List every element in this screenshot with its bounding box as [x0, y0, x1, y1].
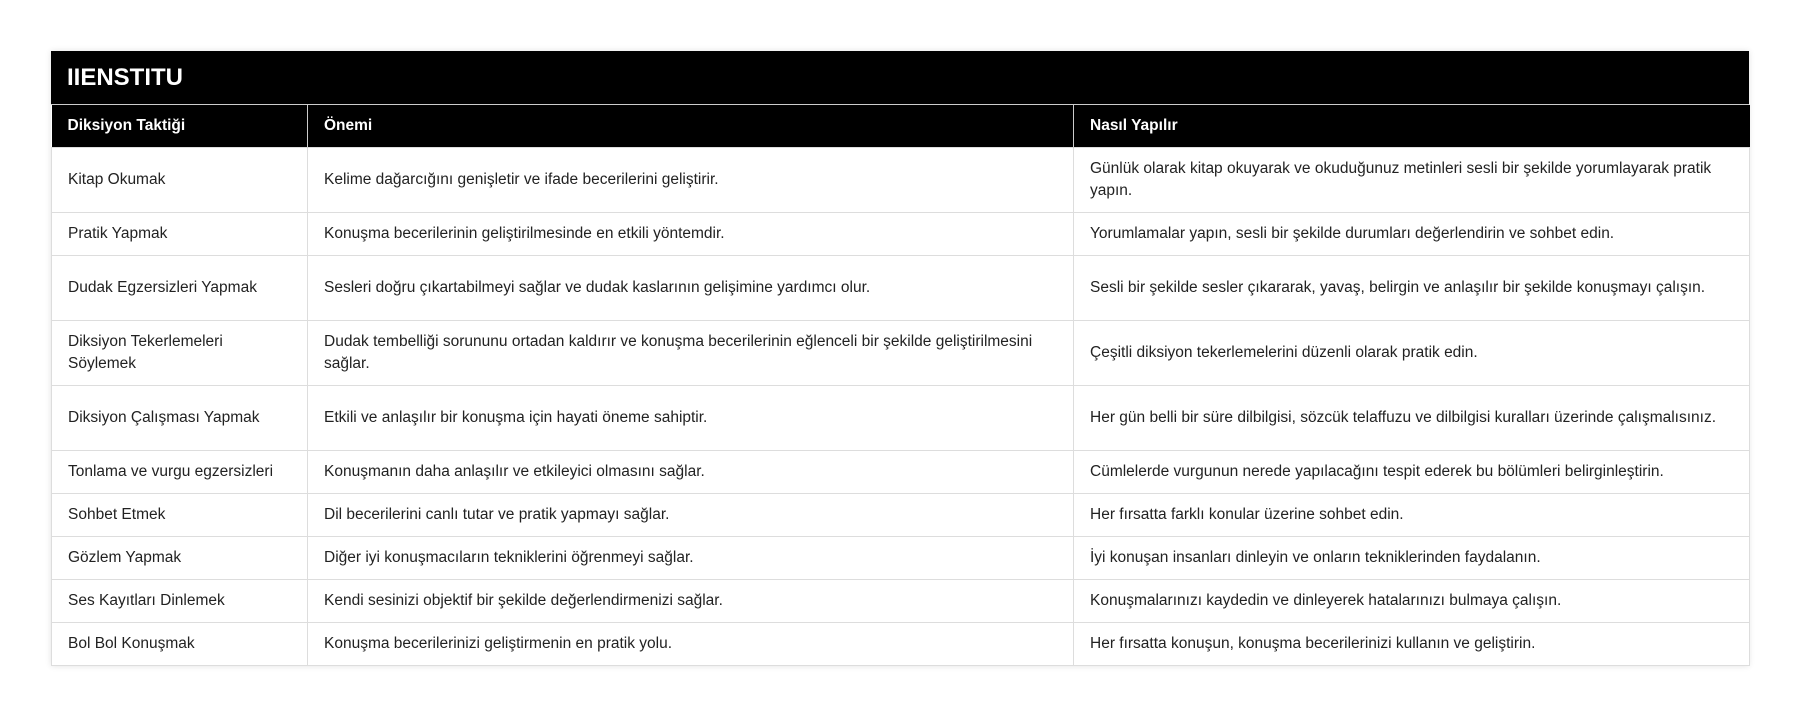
column-header-how: Nasıl Yapılır — [1073, 105, 1750, 148]
cell-tactic: Kitap Okumak — [51, 147, 308, 213]
column-header-importance: Önemi — [307, 105, 1074, 148]
cell-tactic: Gözlem Yapmak — [51, 536, 308, 580]
cell-tactic: Diksiyon Tekerlemeleri Söylemek — [51, 320, 308, 386]
cell-importance: Dil becerilerini canlı tutar ve pratik y… — [307, 493, 1074, 537]
cell-how: Cümlelerde vurgunun nerede yapılacağını … — [1073, 450, 1750, 494]
cell-how: Yorumlamalar yapın, sesli bir şekilde du… — [1073, 212, 1750, 256]
cell-tactic: Ses Kayıtları Dinlemek — [51, 579, 308, 623]
table-row: Ses Kayıtları Dinlemek Kendi sesinizi obj… — [51, 579, 1750, 623]
cell-how: Her fırsatta konuşun, konuşma becerileri… — [1073, 622, 1750, 666]
cell-how: İyi konuşan insanları dinleyin ve onları… — [1073, 536, 1750, 580]
cell-importance: Sesleri doğru çıkartabilmeyi sağlar ve d… — [307, 255, 1074, 321]
cell-tactic: Pratik Yapmak — [51, 212, 308, 256]
cell-how: Çeşitli diksiyon tekerlemelerini düzenli… — [1073, 320, 1750, 386]
diction-table: Diksiyon Taktiği Önemi Nasıl Yapılır Kit… — [51, 105, 1750, 666]
cell-tactic: Sohbet Etmek — [51, 493, 308, 537]
cell-importance: Konuşmanın daha anlaşılır ve etkileyici … — [307, 450, 1074, 494]
table-row: Kitap Okumak Kelime dağarcığını genişleti… — [51, 147, 1750, 213]
cell-how: Konuşmalarınızı kaydedin ve dinleyerek h… — [1073, 579, 1750, 623]
cell-importance: Diğer iyi konuşmacıların tekniklerini öğ… — [307, 536, 1074, 580]
diction-table-container: IIENSTITU Diksiyon Taktiği Önemi Nasıl Y… — [51, 51, 1750, 666]
table-row: Bol Bol Konuşmak Konuşma becerilerinizi g… — [51, 622, 1750, 666]
column-header-tactic: Diksiyon Taktiği — [51, 105, 308, 148]
table-row: Diksiyon Tekerlemeleri Söylemek Dudak tem… — [51, 320, 1750, 386]
cell-importance: Kendi sesinizi objektif bir şekilde değe… — [307, 579, 1074, 623]
table-row: Diksiyon Çalışması Yapmak Etkili ve anlaş… — [51, 385, 1750, 451]
cell-how: Her fırsatta farklı konular üzerine sohb… — [1073, 493, 1750, 537]
cell-how: Günlük olarak kitap okuyarak ve okuduğun… — [1073, 147, 1750, 213]
cell-how: Sesli bir şekilde sesler çıkararak, yava… — [1073, 255, 1750, 321]
table-row: Dudak Egzersizleri Yapmak Sesleri doğru ç… — [51, 255, 1750, 321]
table-row: Pratik Yapmak Konuşma becerilerinin geliş… — [51, 212, 1750, 256]
cell-how: Her gün belli bir süre dilbilgisi, sözcü… — [1073, 385, 1750, 451]
header-row: Diksiyon Taktiği Önemi Nasıl Yapılır — [51, 105, 1750, 148]
cell-importance: Kelime dağarcığını genişletir ve ifade b… — [307, 147, 1074, 213]
cell-importance: Etkili ve anlaşılır bir konuşma için hay… — [307, 385, 1074, 451]
cell-importance: Dudak tembelliği sorununu ortadan kaldır… — [307, 320, 1074, 386]
table-row: Tonlama ve vurgu egzersizleri Konuşmanın … — [51, 450, 1750, 494]
cell-tactic: Bol Bol Konuşmak — [51, 622, 308, 666]
cell-importance: Konuşma becerilerinizi geliştirmenin en … — [307, 622, 1074, 666]
table-title: IIENSTITU — [51, 51, 1749, 105]
cell-importance: Konuşma becerilerinin geliştirilmesinde … — [307, 212, 1074, 256]
table-row: Sohbet Etmek Dil becerilerini canlı tutar… — [51, 493, 1750, 537]
table-row: Gözlem Yapmak Diğer iyi konuşmacıların te… — [51, 536, 1750, 580]
cell-tactic: Diksiyon Çalışması Yapmak — [51, 385, 308, 451]
cell-tactic: Dudak Egzersizleri Yapmak — [51, 255, 308, 321]
cell-tactic: Tonlama ve vurgu egzersizleri — [51, 450, 308, 494]
